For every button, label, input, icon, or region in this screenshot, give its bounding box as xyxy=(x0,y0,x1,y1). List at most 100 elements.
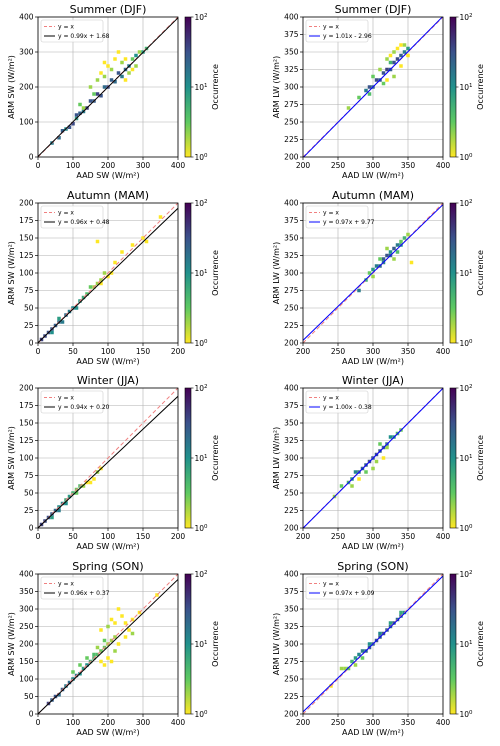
y-tick-label: 275 xyxy=(284,657,299,666)
panel-title: Spring (SON) xyxy=(337,560,408,573)
panel-2: Autumn (MAM) 0 50 100 150 200 0 25 50 75 100 125 150… xyxy=(7,189,220,366)
colorbar-label: Occurrence xyxy=(211,250,220,296)
y-tick-label: 50 xyxy=(24,304,34,313)
heatmap-cell xyxy=(399,610,403,615)
y-tick-label: 175 xyxy=(19,216,34,225)
x-tick-label: 200 xyxy=(171,532,186,541)
heatmap-cell xyxy=(130,67,135,72)
y-tick-label: 100 xyxy=(19,118,34,127)
colorbar-tick-label-exponent: 1 xyxy=(204,269,208,275)
legend-box xyxy=(305,576,369,600)
legend-fit-label: y = 0.94x + 0.20 xyxy=(58,404,110,411)
y-tick-label: 300 xyxy=(284,454,299,463)
heatmap-cell xyxy=(116,642,121,646)
panel-title: Winter (JJA) xyxy=(342,374,404,387)
heatmap-cell xyxy=(123,635,128,639)
colorbar-tick-label: 101 xyxy=(460,640,473,649)
heatmap-cell xyxy=(130,631,135,636)
y-axis-label: ARM LW (W/m²) xyxy=(272,427,281,490)
colorbar xyxy=(449,387,457,529)
y-tick-label: 100 xyxy=(19,675,34,684)
legend-box xyxy=(305,390,369,414)
heatmap-cell xyxy=(130,243,135,247)
x-tick-label: 200 xyxy=(101,161,116,170)
heatmap-cell xyxy=(99,94,103,98)
heatmap-cell xyxy=(357,477,361,481)
heatmap-cell xyxy=(95,92,100,96)
fit-line xyxy=(303,204,443,341)
heatmap-cell xyxy=(123,57,128,61)
heatmap-cell xyxy=(60,129,65,133)
heatmap-cell xyxy=(99,278,103,282)
colorbar-tick-label-exponent: 1 xyxy=(204,454,208,460)
legend: y = x y = 0.97x + 9.09 xyxy=(305,576,375,600)
colorbar-tick-label-exponent: 2 xyxy=(469,13,473,19)
heatmap-cell xyxy=(123,78,128,82)
legend-fit-label: y = 1.00x - 0.38 xyxy=(323,404,372,411)
colorbar-tick-label: 102 xyxy=(195,384,208,393)
panel-5: Winter (JJA) 200 250 300 350 400 200 225 250 275 3… xyxy=(272,374,485,551)
heatmap-cell xyxy=(374,459,379,464)
heatmap-cell xyxy=(99,628,103,632)
y-axis-label: ARM SW (W/m²) xyxy=(7,241,16,305)
colorbar-tick-label: 102 xyxy=(460,13,473,22)
x-axis-label: AAD LW (W/m²) xyxy=(342,171,404,180)
heatmap-cell xyxy=(95,239,100,244)
heatmap-cell xyxy=(67,309,72,314)
legend-reference-label: y = x xyxy=(58,210,74,217)
x-tick-label: 350 xyxy=(401,718,416,727)
colorbar-tick-label-exponent: 0 xyxy=(204,339,208,345)
colorbar-label: Occurrence xyxy=(211,64,220,110)
heatmap-cell xyxy=(339,484,344,488)
heatmap-cell xyxy=(395,250,400,254)
heatmap-cell xyxy=(367,85,372,89)
y-tick-label: 350 xyxy=(284,48,299,57)
colorbar-tick-label: 102 xyxy=(460,199,473,208)
legend: y = x y = 0.96x + 0.48 xyxy=(40,205,110,229)
y-axis-label: ARM SW (W/m²) xyxy=(7,612,16,676)
y-tick-label: 350 xyxy=(284,234,299,243)
heatmap-cell xyxy=(399,43,403,47)
colorbar-tick-label-exponent: 2 xyxy=(204,13,208,19)
heatmap-cell xyxy=(102,638,107,643)
x-tick-label: 400 xyxy=(436,347,451,356)
heatmap-cell xyxy=(395,57,400,61)
heatmap-cell xyxy=(113,57,117,61)
heatmap-cell xyxy=(353,656,358,660)
heatmap-cell xyxy=(381,71,386,75)
heatmap-cell xyxy=(127,71,131,75)
x-axis-label: AAD LW (W/m²) xyxy=(342,542,404,551)
heatmap-cell xyxy=(399,53,403,58)
y-tick-label: 400 xyxy=(284,199,299,208)
legend-fit-label: y = 1.01x - 2.96 xyxy=(323,33,372,40)
x-tick-label: 0 xyxy=(36,718,41,727)
heatmap-cell xyxy=(392,50,396,54)
y-tick-label: 375 xyxy=(284,401,299,410)
y-tick-label: 225 xyxy=(284,135,299,144)
heatmap-cell xyxy=(130,57,135,61)
colorbar xyxy=(449,16,457,158)
y-tick-label: 300 xyxy=(284,83,299,92)
panel-0: Summer (DJF)0 100 200 300 4000100200300400AA… xyxy=(7,3,220,180)
heatmap-cell xyxy=(406,232,410,237)
colorbar xyxy=(184,16,192,158)
colorbar-label: Occurrence xyxy=(476,250,485,296)
x-tick-label: 300 xyxy=(136,718,151,727)
y-tick-label: 150 xyxy=(19,657,34,666)
heatmap-cell xyxy=(388,435,393,439)
heatmap-cell xyxy=(392,74,396,79)
fit-line xyxy=(38,207,178,343)
legend-box xyxy=(40,205,104,229)
heatmap-cell xyxy=(109,67,114,72)
heatmap-cell xyxy=(392,246,396,251)
heatmap-cell xyxy=(388,250,393,254)
heatmap-cell xyxy=(99,649,103,653)
y-axis-label: ARM LW (W/m²) xyxy=(272,242,281,305)
y-axis-label: ARM SW (W/m²) xyxy=(7,426,16,490)
heatmap-cell xyxy=(343,666,347,671)
heatmap-cell xyxy=(74,306,79,310)
fit-line xyxy=(303,575,443,713)
heatmap-cell xyxy=(357,95,361,100)
heatmap-cell xyxy=(374,78,379,82)
heatmap-cell xyxy=(67,494,72,499)
